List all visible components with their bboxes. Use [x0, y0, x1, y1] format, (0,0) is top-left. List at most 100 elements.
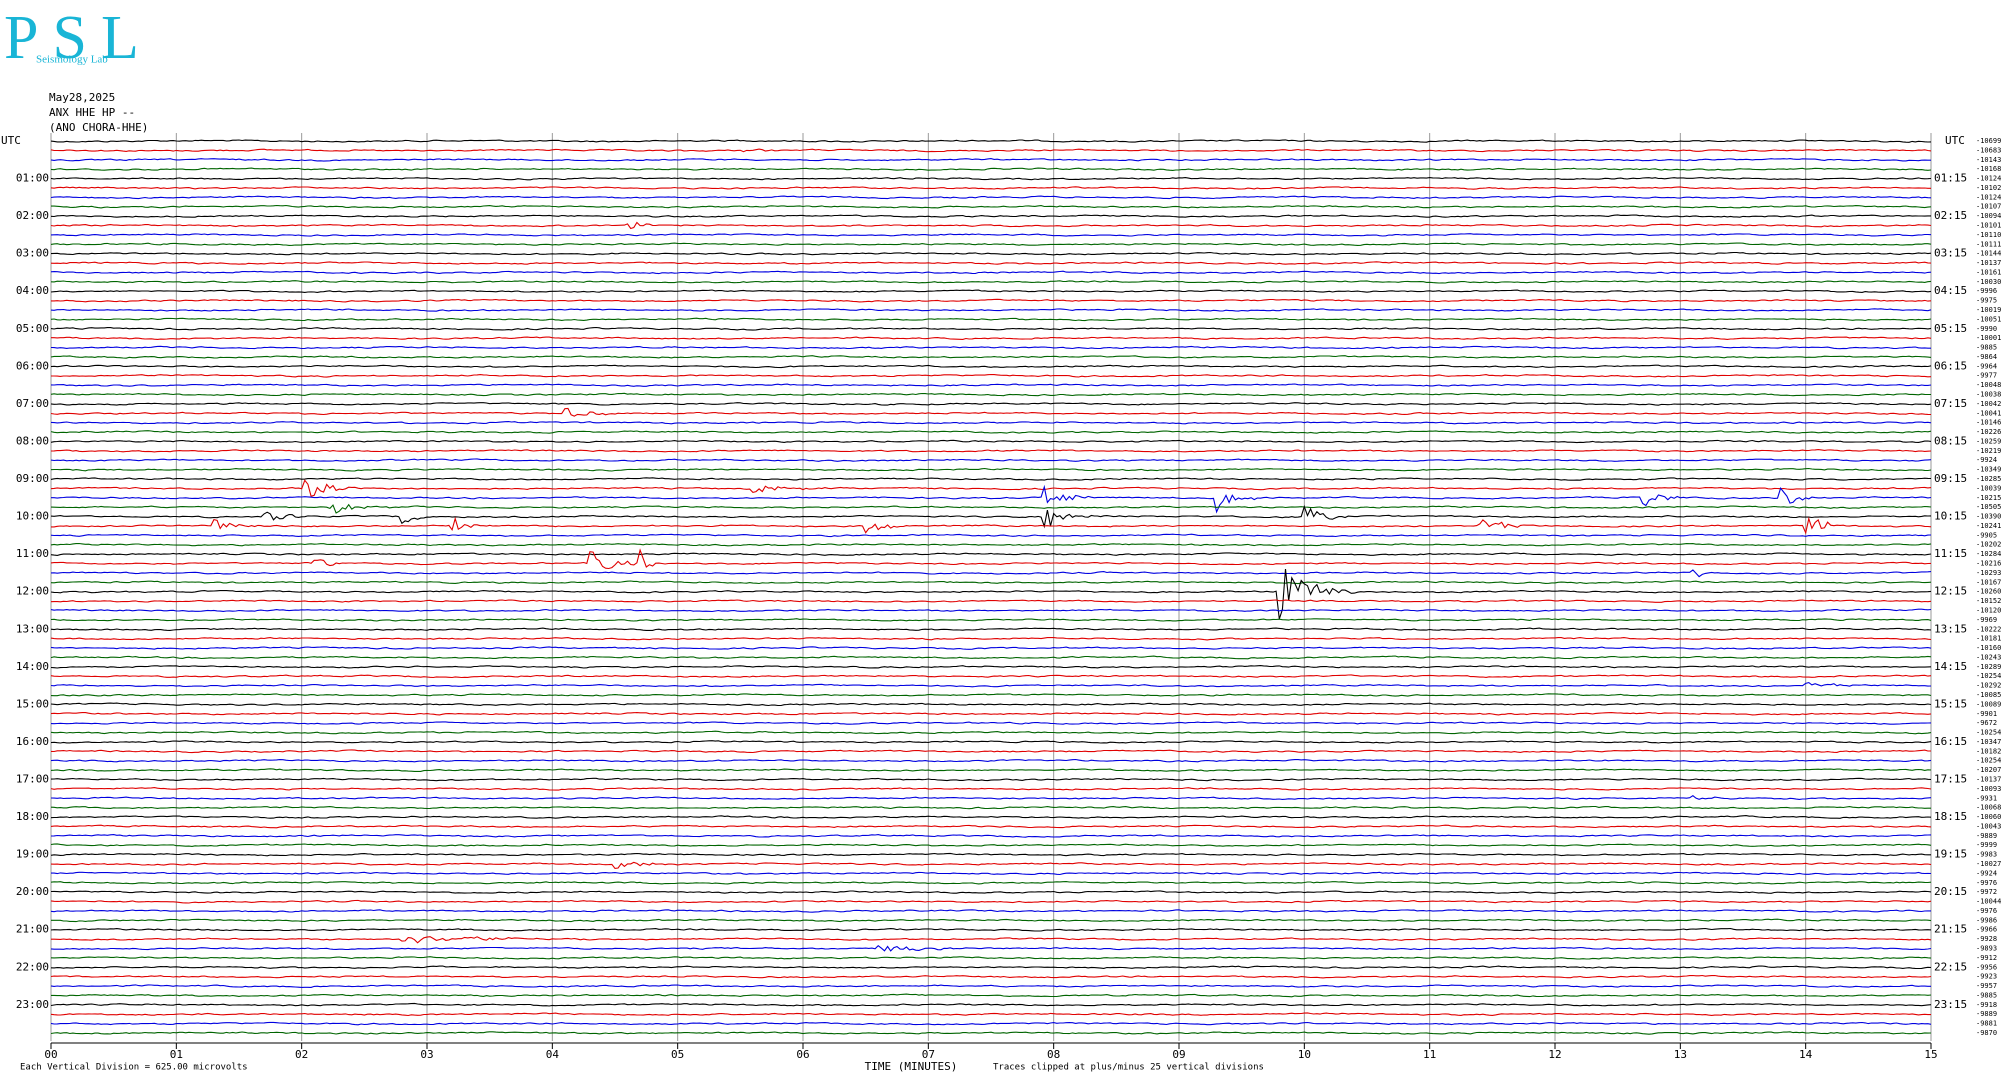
trace	[50, 608, 1932, 613]
trace-offset-label: -10222	[1976, 625, 2001, 633]
trace	[50, 627, 1932, 631]
trace-offset-label: -10202	[1976, 541, 2001, 549]
x-tick-label: 09	[1172, 1048, 1185, 1061]
trace	[50, 1002, 1932, 1007]
x-tick-label: 03	[420, 1048, 433, 1061]
right-time-label: UTC	[1945, 134, 1965, 147]
trace-offset-label: -9972	[1976, 888, 1997, 896]
trace-offset-label: -9990	[1976, 325, 1997, 333]
trace	[50, 548, 1932, 570]
trace-offset-label: -9966	[1976, 926, 1997, 934]
left-time-label: 01:00	[16, 172, 49, 185]
trace	[50, 430, 1932, 434]
trace-offset-label: -10390	[1976, 513, 2001, 521]
x-tick-label: 00	[44, 1048, 57, 1061]
x-tick-label: 05	[671, 1048, 684, 1061]
trace-offset-label: -10051	[1976, 315, 2001, 323]
trace	[50, 421, 1932, 425]
trace	[51, 336, 1932, 340]
trace	[50, 749, 1931, 754]
right-time-label: 14:15	[1934, 660, 1967, 673]
x-tick-label: 01	[170, 1048, 183, 1061]
trace	[51, 204, 1932, 209]
trace-offset-label: -9923	[1976, 973, 1997, 981]
channel: ANX HHE HP --	[49, 106, 135, 119]
trace	[50, 702, 1932, 707]
trace	[51, 871, 1932, 876]
trace	[50, 721, 1932, 725]
left-time-label: 11:00	[16, 547, 49, 560]
right-time-label: 17:15	[1934, 772, 1967, 785]
trace	[50, 711, 1932, 716]
trace-offset-label: -10089	[1976, 700, 2001, 708]
left-time-label: UTC	[1, 134, 21, 147]
trace	[50, 542, 1932, 547]
right-time-label: 06:15	[1934, 359, 1967, 372]
right-time-label: 15:15	[1934, 697, 1967, 710]
x-tick-label: 08	[1047, 1048, 1060, 1061]
trace-offset-label: -10102	[1976, 184, 2001, 192]
right-time-label: 02:15	[1934, 209, 1967, 222]
trace-offset-label: -10111	[1976, 240, 2001, 248]
trace-offset-label: -10292	[1976, 682, 2001, 690]
trace	[51, 918, 1932, 923]
x-tick-label: 02	[295, 1048, 308, 1061]
trace-offset-label: -10289	[1976, 663, 2001, 671]
x-tick-label: 11	[1423, 1048, 1436, 1061]
trace-offset-label: -9889	[1976, 1010, 1997, 1018]
left-time-label: 14:00	[16, 660, 49, 673]
trace-offset-label: -10146	[1976, 419, 2001, 427]
trace-offset-label: -10215	[1976, 494, 2001, 502]
trace	[50, 355, 1932, 359]
trace	[50, 345, 1931, 350]
right-time-label: 23:15	[1934, 998, 1967, 1011]
trace	[50, 479, 1932, 498]
trace-offset-label: -10243	[1976, 653, 2001, 661]
trace-offset-label: -10068	[1976, 804, 2001, 812]
x-tick-label: 07	[922, 1048, 935, 1061]
trace	[50, 364, 1932, 369]
trace-offset-label: -10094	[1976, 212, 2001, 220]
trace-offset-label: -9885	[1976, 991, 1997, 999]
trace-offset-label: -9864	[1976, 353, 1997, 361]
logo-letters: PSL	[4, 4, 153, 72]
trace	[50, 815, 1932, 819]
trace-offset-label: -10216	[1976, 560, 2001, 568]
right-time-label: 12:15	[1934, 585, 1967, 598]
trace	[50, 693, 1932, 697]
trace-offset-label: -10181	[1976, 635, 2001, 643]
trace	[50, 834, 1932, 838]
trace	[50, 899, 1932, 904]
trace	[50, 861, 1932, 869]
trace	[50, 843, 1932, 847]
trace-offset-label: -9885	[1976, 344, 1997, 352]
trace-offset-label: -9924	[1976, 456, 1997, 464]
trace	[50, 402, 1932, 406]
trace	[50, 449, 1932, 453]
left-time-label: 12:00	[16, 585, 49, 598]
trace-offset-label: -9969	[1976, 616, 1997, 624]
station: (ANO CHORA-HHE)	[49, 121, 148, 134]
trace-offset-label: -10044	[1976, 898, 2001, 906]
x-tick-label: 04	[546, 1048, 560, 1061]
trace-offset-label: -9918	[1976, 1001, 1997, 1009]
trace	[51, 298, 1932, 303]
trace-offset-label: -10042	[1976, 400, 2001, 408]
trace-offset-label: -10120	[1976, 606, 2001, 614]
trace-offset-label: -10041	[1976, 409, 2001, 417]
trace-offset-label: -10107	[1976, 203, 2001, 211]
trace-offset-label: -9975	[1976, 297, 1997, 305]
left-time-label: 16:00	[16, 735, 49, 748]
right-time-label: 21:15	[1934, 923, 1967, 936]
right-time-label: 04:15	[1934, 284, 1967, 297]
trace	[50, 674, 1932, 679]
trace-offset-label: -10699	[1976, 137, 2001, 145]
trace-offset-label: -10019	[1976, 306, 2001, 314]
trace-offset-label: -10293	[1976, 569, 2001, 577]
trace-offset-label: -10043	[1976, 822, 2001, 830]
trace	[50, 467, 1932, 472]
trace-offset-label: -10110	[1976, 231, 2001, 239]
trace	[50, 242, 1932, 246]
left-time-label: 23:00	[16, 998, 49, 1011]
